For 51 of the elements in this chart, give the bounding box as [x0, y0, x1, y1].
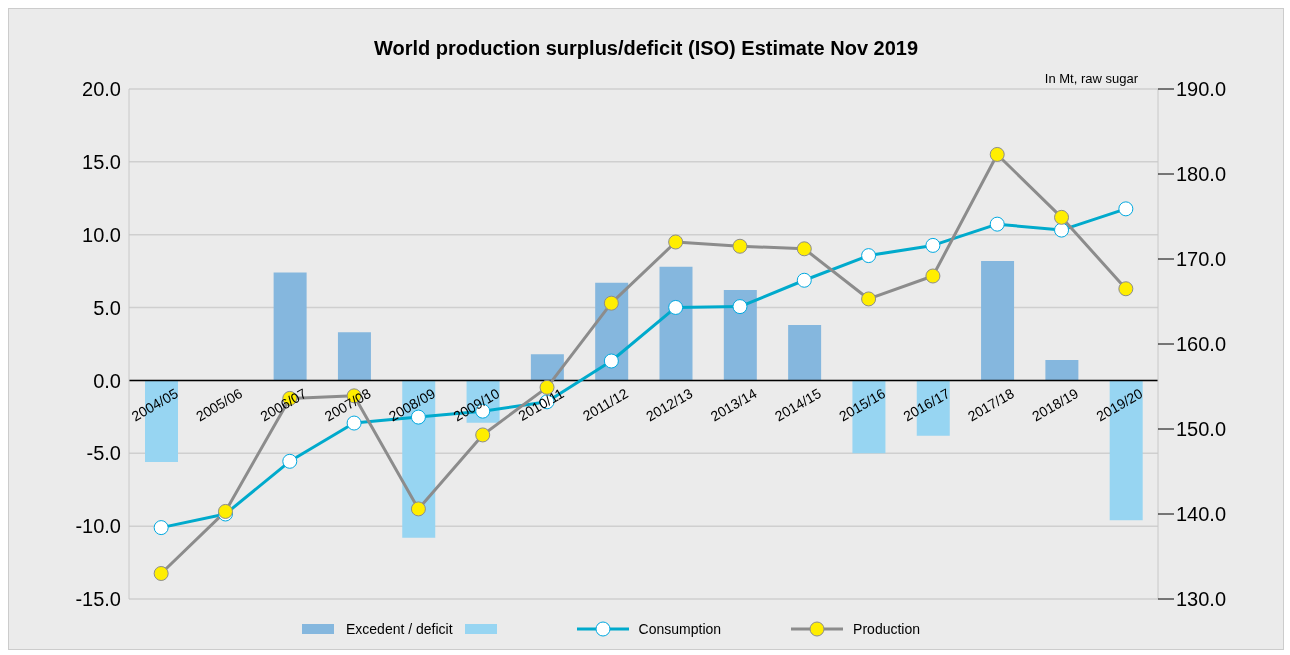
y2-tick-label: 160.0	[1176, 333, 1227, 356]
legend-label: Production	[853, 621, 921, 637]
point	[861, 291, 877, 307]
point	[282, 453, 298, 469]
y2-tick-label: 140.0	[1176, 503, 1227, 526]
bar	[659, 266, 693, 381]
point	[925, 268, 941, 284]
bar	[530, 354, 564, 381]
point	[1054, 222, 1070, 238]
point	[796, 272, 812, 288]
y-tick-label: -5.0	[86, 442, 121, 465]
point	[603, 295, 619, 311]
y-tick-label: 20.0	[82, 78, 121, 101]
y-tick-label: 0.0	[93, 369, 121, 392]
y-tick-label: 10.0	[82, 223, 121, 246]
y2-tick-label: 190.0	[1176, 78, 1227, 101]
point	[925, 237, 941, 253]
point	[475, 427, 491, 443]
y2-tick-label: 150.0	[1176, 418, 1227, 441]
point	[732, 299, 748, 315]
point	[668, 299, 684, 315]
bar	[981, 260, 1015, 381]
y2-tick-label: 180.0	[1176, 163, 1227, 186]
y-tick-label: 15.0	[82, 150, 121, 173]
y-tick-label: 5.0	[93, 296, 121, 319]
point	[1054, 209, 1070, 225]
point	[1118, 201, 1134, 217]
point	[989, 146, 1005, 162]
point	[410, 501, 426, 517]
bar	[723, 290, 757, 381]
y2-tick-label: 170.0	[1176, 248, 1227, 271]
bar	[273, 272, 307, 381]
chart-title: World production surplus/deficit (ISO) Estimate Nov 2019	[372, 37, 920, 60]
y-tick-label: -15.0	[75, 588, 121, 611]
point	[989, 216, 1005, 232]
point	[1118, 281, 1134, 297]
point	[732, 238, 748, 254]
point	[796, 241, 812, 257]
legend-label: Consumption	[638, 621, 722, 637]
y2-tick-label: 130.0	[1176, 588, 1227, 611]
legend-label: Excedent / deficit	[345, 621, 453, 637]
bar	[788, 325, 822, 381]
bar	[1045, 360, 1079, 381]
point	[153, 520, 169, 536]
point	[153, 566, 169, 581]
text: In Mt, raw sugar	[1044, 71, 1138, 86]
point	[861, 248, 877, 264]
bar	[337, 332, 371, 381]
point	[603, 353, 619, 369]
y-tick-label: -10.0	[75, 515, 121, 538]
point	[668, 234, 684, 250]
